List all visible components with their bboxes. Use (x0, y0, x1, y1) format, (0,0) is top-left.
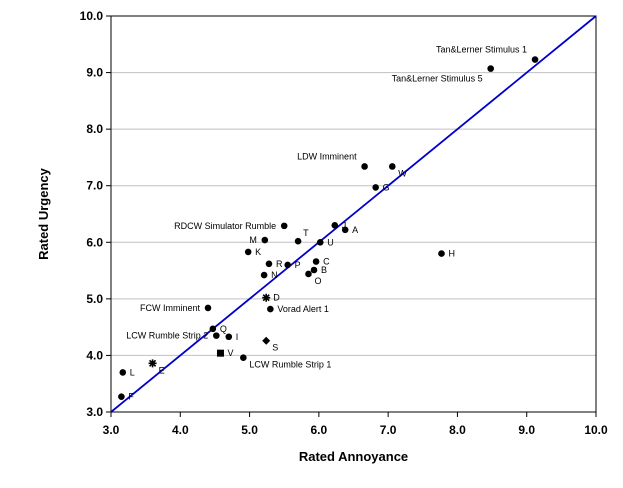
y-tick-label: 8.0 (86, 122, 103, 136)
x-tick-label: 5.0 (241, 423, 258, 437)
data-point (216, 349, 224, 357)
x-tick-label: 6.0 (311, 423, 328, 437)
data-point (244, 248, 252, 256)
point-label: U (327, 237, 334, 247)
y-axis-ticks: 3.0 4.0 5.0 6.0 7.0 8.0 9.0 10.0 (80, 9, 111, 419)
x-tick-label: 9.0 (518, 423, 535, 437)
y-tick-label: 4.0 (86, 348, 103, 362)
x-tick-label: 7.0 (380, 423, 397, 437)
data-point (305, 270, 312, 278)
point-label: LCW Rumble Strip 1 (249, 360, 331, 370)
x-tick-label: 4.0 (172, 423, 189, 437)
y-tick-label: 7.0 (86, 179, 103, 193)
x-axis-ticks: 3.0 4.0 5.0 6.0 7.0 8.0 9.0 10.0 (103, 412, 608, 437)
point-label: C (323, 257, 330, 267)
data-point (204, 304, 212, 312)
data-point (260, 271, 268, 279)
point-label: S (272, 343, 278, 353)
point-label: R (276, 259, 283, 269)
x-tick-label: 8.0 (449, 423, 466, 437)
data-point (265, 260, 273, 268)
point-label: W (398, 168, 407, 178)
y-axis-title: Rated Urgency (36, 167, 51, 260)
y-tick-label: 10.0 (80, 9, 104, 23)
data-point (261, 236, 269, 244)
data-point (389, 163, 396, 170)
point-label: Tan&Lerner Stimulus 1 (436, 45, 527, 55)
point-label: A (352, 225, 358, 235)
point-label: LDW Imminent (297, 151, 357, 161)
point-label: H (448, 249, 455, 259)
point-label: L (130, 367, 135, 377)
data-point (316, 238, 324, 246)
data-point (487, 65, 494, 72)
point-label: F (128, 392, 134, 402)
point-label: D (273, 293, 280, 303)
data-point (119, 369, 127, 376)
data-point (310, 266, 318, 274)
data-point (262, 293, 271, 302)
data-point (280, 222, 288, 230)
data-point (209, 325, 217, 333)
data-point (294, 237, 302, 245)
data-point (372, 184, 379, 191)
point-label: N (271, 270, 278, 280)
data-point (284, 261, 291, 269)
data-point (240, 354, 247, 361)
data-point (531, 56, 539, 63)
point-label: V (227, 348, 233, 358)
data-point (148, 359, 157, 368)
data-point (331, 222, 339, 229)
data-point (262, 336, 271, 345)
x-tick-label: 3.0 (103, 423, 120, 437)
point-label: T (303, 228, 309, 238)
reference-line (110, 15, 597, 413)
point-label: J (342, 220, 347, 230)
point-label: Q (220, 324, 227, 334)
point-label: P (295, 260, 301, 270)
data-points: Tan&Lerner Stimulus 1 Tan&Lerner Stimulus… (118, 45, 539, 402)
y-tick-label: 3.0 (86, 405, 103, 419)
point-label: B (321, 265, 327, 275)
x-tick-label: 10.0 (584, 423, 608, 437)
y-tick-label: 9.0 (86, 66, 103, 80)
point-label: G (383, 182, 390, 192)
data-point (438, 250, 445, 257)
y-tick-label: 5.0 (86, 292, 103, 306)
data-point (225, 333, 233, 341)
x-axis-title: Rated Annoyance (299, 449, 408, 464)
data-point (213, 332, 220, 339)
gridlines (111, 15, 596, 413)
point-label: RDCW Simulator Rumble (174, 221, 276, 231)
data-point (312, 258, 320, 265)
point-label: K (255, 247, 261, 257)
plot-area-frame (110, 15, 597, 413)
data-point (341, 226, 349, 234)
data-point (267, 305, 274, 313)
point-label: LCW Rumble Strip 2 (126, 331, 208, 341)
y-tick-label: 6.0 (86, 235, 103, 249)
data-point (118, 393, 125, 401)
point-label: Tan&Lerner Stimulus 5 (392, 74, 483, 84)
point-label: Vorad Alert 1 (277, 304, 329, 314)
point-label: O (314, 276, 321, 286)
point-label: I (236, 332, 239, 342)
point-label: E (159, 365, 165, 375)
point-label: FCW Imminent (140, 303, 201, 313)
point-label: M (249, 235, 257, 245)
data-point (361, 163, 368, 170)
